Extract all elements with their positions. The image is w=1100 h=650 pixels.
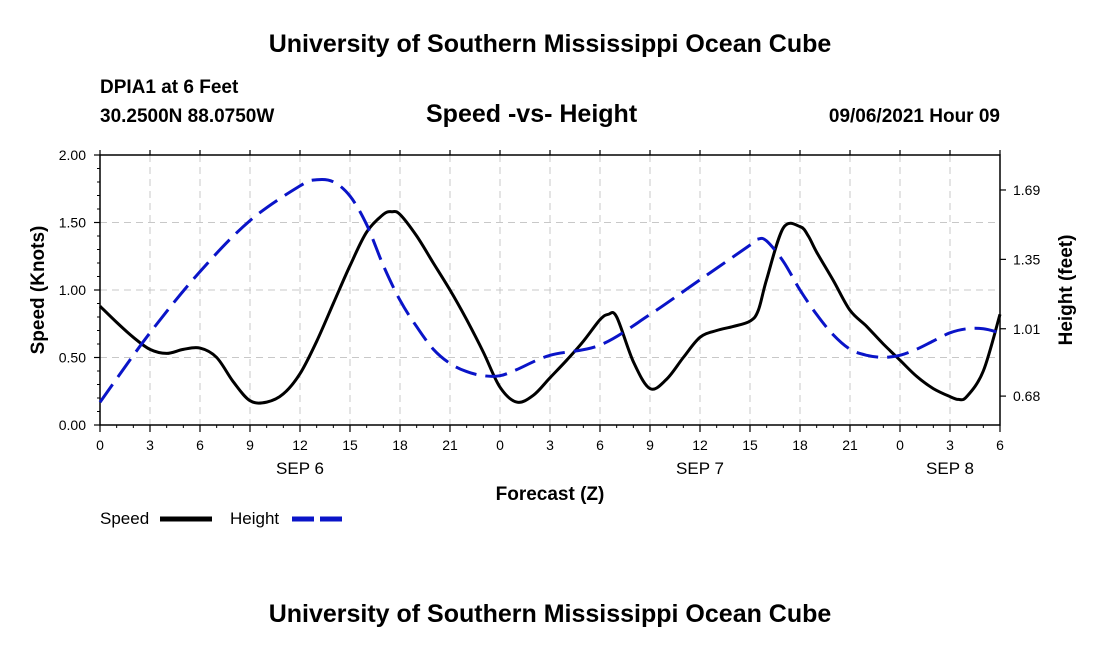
x-tick-label: 0: [896, 437, 904, 453]
station-coordinates: 30.2500N 88.0750W: [100, 106, 275, 127]
y2-tick-label: 1.35: [1013, 251, 1040, 267]
x-tick-label: 9: [646, 437, 654, 453]
y2-tick-label: 0.68: [1013, 388, 1040, 404]
x-tick-label: 15: [342, 437, 358, 453]
x-tick-label: 12: [292, 437, 308, 453]
y2-axis-label: Height (feet): [1056, 235, 1077, 346]
height-series-line: [98, 177, 1001, 404]
y-tick-label: 2.00: [59, 147, 86, 163]
y2-tick-label: 1.01: [1013, 321, 1040, 337]
page-title: University of Southern Mississippi Ocean…: [268, 30, 832, 58]
y-tick-label: 0.00: [59, 417, 86, 433]
x-axis-label: Forecast (Z): [496, 484, 605, 505]
x-tick-label: 12: [692, 437, 708, 453]
y-tick-label: 0.50: [59, 350, 86, 366]
legend-label-speed: Speed: [100, 509, 149, 528]
legend-label-height: Height: [230, 509, 279, 528]
y2-tick-label: 1.69: [1013, 182, 1040, 198]
forecast-datetime: 09/06/2021 Hour 09: [828, 106, 1000, 127]
x-tick-label: 15: [742, 437, 758, 453]
x-tick-label: 6: [996, 437, 1004, 453]
x-tick-label: 21: [842, 437, 858, 453]
footer-title: University of Southern Mississippi Ocean…: [268, 600, 832, 628]
x-tick-label: 9: [246, 437, 254, 453]
y-tick-label: 1.50: [59, 215, 86, 231]
y-tick-label: 1.00: [59, 282, 86, 298]
y-axis-label: Speed (Knots): [28, 226, 49, 355]
x-tick-label: 0: [96, 437, 104, 453]
x-tick-label: 21: [442, 437, 458, 453]
x-tick-label: 6: [196, 437, 204, 453]
day-label: SEP 7: [676, 459, 724, 478]
day-label: SEP 6: [276, 459, 324, 478]
x-tick-label: 3: [146, 437, 154, 453]
day-label: SEP 8: [926, 459, 974, 478]
x-tick-label: 3: [546, 437, 554, 453]
x-tick-label: 3: [946, 437, 954, 453]
station-label: DPIA1 at 6 Feet: [100, 77, 239, 98]
x-tick-label: 18: [792, 437, 808, 453]
x-tick-label: 6: [596, 437, 604, 453]
x-tick-label: 18: [392, 437, 408, 453]
chart-title: Speed -vs- Height: [426, 100, 638, 128]
x-tick-label: 0: [496, 437, 504, 453]
